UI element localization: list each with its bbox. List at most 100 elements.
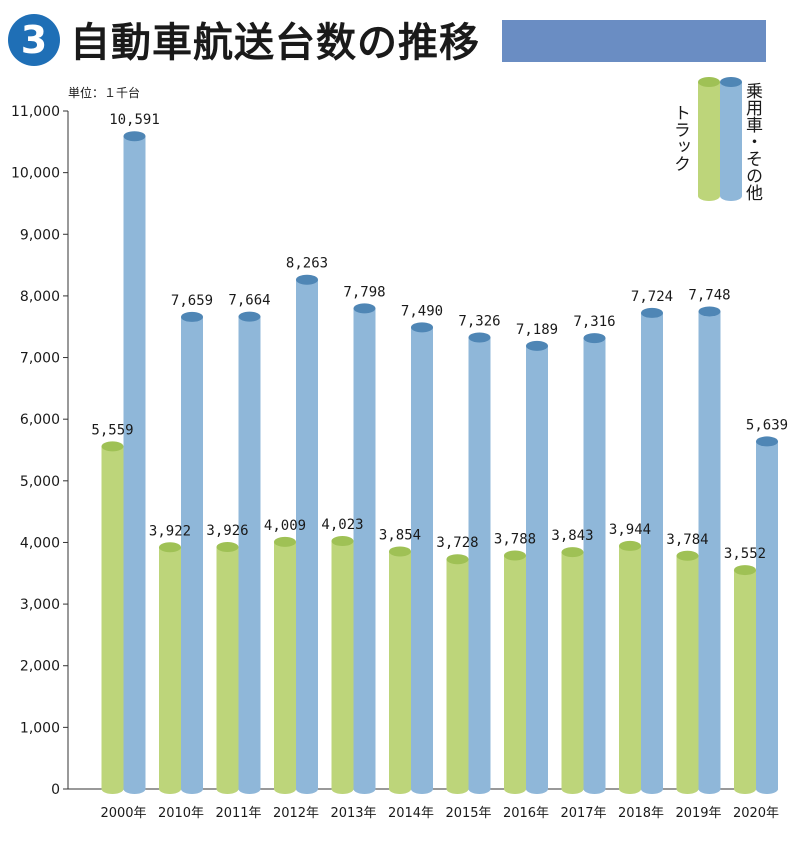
truck-value-label: 5,559 xyxy=(91,422,133,438)
x-category-label: 2017年 xyxy=(560,806,606,821)
truck-value-label: 4,023 xyxy=(321,517,363,533)
y-tick-label: 7,000 xyxy=(20,351,60,367)
section-number-badge: 3 xyxy=(8,14,60,66)
y-tick-label: 6,000 xyxy=(20,412,60,428)
car-bar-top xyxy=(583,333,606,344)
truck-bar xyxy=(619,545,641,789)
chart-title: 自動車航送台数の推移 xyxy=(70,20,480,66)
truck-value-label: 3,926 xyxy=(206,523,248,539)
car-value-label: 7,659 xyxy=(171,293,213,309)
car-value-label: 7,189 xyxy=(516,322,558,338)
x-category-label: 2015年 xyxy=(445,806,491,821)
truck-value-label: 3,728 xyxy=(436,535,478,551)
car-bar-base xyxy=(698,784,721,794)
x-category-label: 2011年 xyxy=(215,806,261,821)
car-bar-base xyxy=(296,784,318,794)
truck-value-label: 3,552 xyxy=(724,546,766,562)
x-category-label: 2016年 xyxy=(503,806,549,821)
car-bar xyxy=(181,316,203,789)
y-tick-label: 2,000 xyxy=(20,659,60,675)
truck-bar xyxy=(504,555,526,789)
truck-bar xyxy=(101,446,124,789)
car-bar-base xyxy=(353,784,376,794)
legend-car-swatch-top xyxy=(720,77,742,87)
truck-bar xyxy=(446,559,469,789)
truck-bar-base xyxy=(389,784,411,794)
car-bar xyxy=(468,337,491,789)
car-bar xyxy=(698,311,721,789)
car-bar xyxy=(756,441,778,789)
truck-bar-base xyxy=(676,784,699,794)
legend-car-label: 乗用車・その他 xyxy=(742,82,763,201)
legend-truck-swatch xyxy=(698,82,720,196)
truck-value-label: 4,009 xyxy=(264,518,306,534)
car-bar-top xyxy=(181,311,203,322)
data-labels: 10,591 5,559 7,659 3,922 7,664 3,926 8,263 4,00… xyxy=(91,112,788,562)
truck-value-label: 3,944 xyxy=(609,522,651,538)
truck-bar-top xyxy=(216,542,239,553)
car-value-label: 7,490 xyxy=(401,303,443,319)
car-bar-top xyxy=(123,131,146,142)
y-tick-label: 1,000 xyxy=(20,720,60,736)
car-bar xyxy=(641,312,663,789)
legend: トラック 乗用車・その他 xyxy=(670,77,763,201)
x-category-label: 2019年 xyxy=(675,806,721,821)
truck-bar-top xyxy=(159,542,181,553)
truck-bar xyxy=(331,541,354,789)
bars xyxy=(101,131,778,794)
truck-bar-base xyxy=(274,784,296,794)
car-bar-base xyxy=(411,784,433,794)
legend-car-swatch-base xyxy=(720,191,742,201)
legend-truck-swatch-base xyxy=(698,191,720,201)
y-tick-label: 11,000 xyxy=(11,104,60,120)
car-bar-base xyxy=(181,784,203,794)
y-tick-label: 10,000 xyxy=(11,166,60,182)
car-bar-top xyxy=(353,303,376,314)
truck-bar xyxy=(734,570,756,789)
x-category-label: 2018年 xyxy=(618,806,664,821)
truck-value-label: 3,843 xyxy=(551,528,593,544)
car-value-label: 7,724 xyxy=(631,289,673,305)
truck-value-label: 3,854 xyxy=(379,527,421,543)
car-bar-base xyxy=(123,784,146,794)
car-bar xyxy=(123,136,146,789)
car-value-label: 7,326 xyxy=(458,313,500,329)
y-tick-label: 3,000 xyxy=(20,597,60,613)
truck-bar xyxy=(676,555,699,789)
truck-value-label: 3,922 xyxy=(149,523,191,539)
car-bar-top xyxy=(756,436,778,447)
unit-label: 単位：１千台 xyxy=(68,85,140,100)
truck-bar-base xyxy=(561,784,584,794)
truck-bar xyxy=(159,547,181,789)
car-value-label: 10,591 xyxy=(109,112,160,128)
car-bar-top xyxy=(526,340,548,351)
truck-bar-top xyxy=(274,536,296,547)
car-bar xyxy=(583,338,606,789)
truck-bar xyxy=(561,552,584,789)
car-bar-top xyxy=(641,307,663,318)
car-bar-base xyxy=(526,784,548,794)
truck-bar-top xyxy=(504,550,526,561)
truck-bar-top xyxy=(734,565,756,576)
x-category-label: 2014年 xyxy=(388,806,434,821)
car-bar xyxy=(526,345,548,789)
truck-bar-base xyxy=(504,784,526,794)
title-decoration-bar xyxy=(502,20,766,62)
header: 3 自動車航送台数の推移 xyxy=(0,0,800,80)
truck-bar-base xyxy=(101,784,124,794)
car-value-label: 7,316 xyxy=(573,314,615,330)
truck-bar-top xyxy=(331,536,354,547)
car-value-label: 5,639 xyxy=(746,417,788,433)
truck-bar xyxy=(389,551,411,789)
truck-bar-base xyxy=(446,784,469,794)
truck-bar-top xyxy=(561,547,584,558)
x-axis: 2000年 2010年 2011年 2012年 2013年 2014年 2015年 2016年… xyxy=(100,806,779,821)
car-bar xyxy=(353,308,376,789)
truck-bar-top xyxy=(446,554,469,565)
truck-value-label: 3,784 xyxy=(666,532,708,548)
x-category-label: 2020年 xyxy=(733,806,779,821)
truck-bar-top xyxy=(676,550,699,561)
car-value-label: 7,798 xyxy=(343,284,385,300)
car-value-label: 7,664 xyxy=(228,293,270,309)
car-bar-base xyxy=(641,784,663,794)
